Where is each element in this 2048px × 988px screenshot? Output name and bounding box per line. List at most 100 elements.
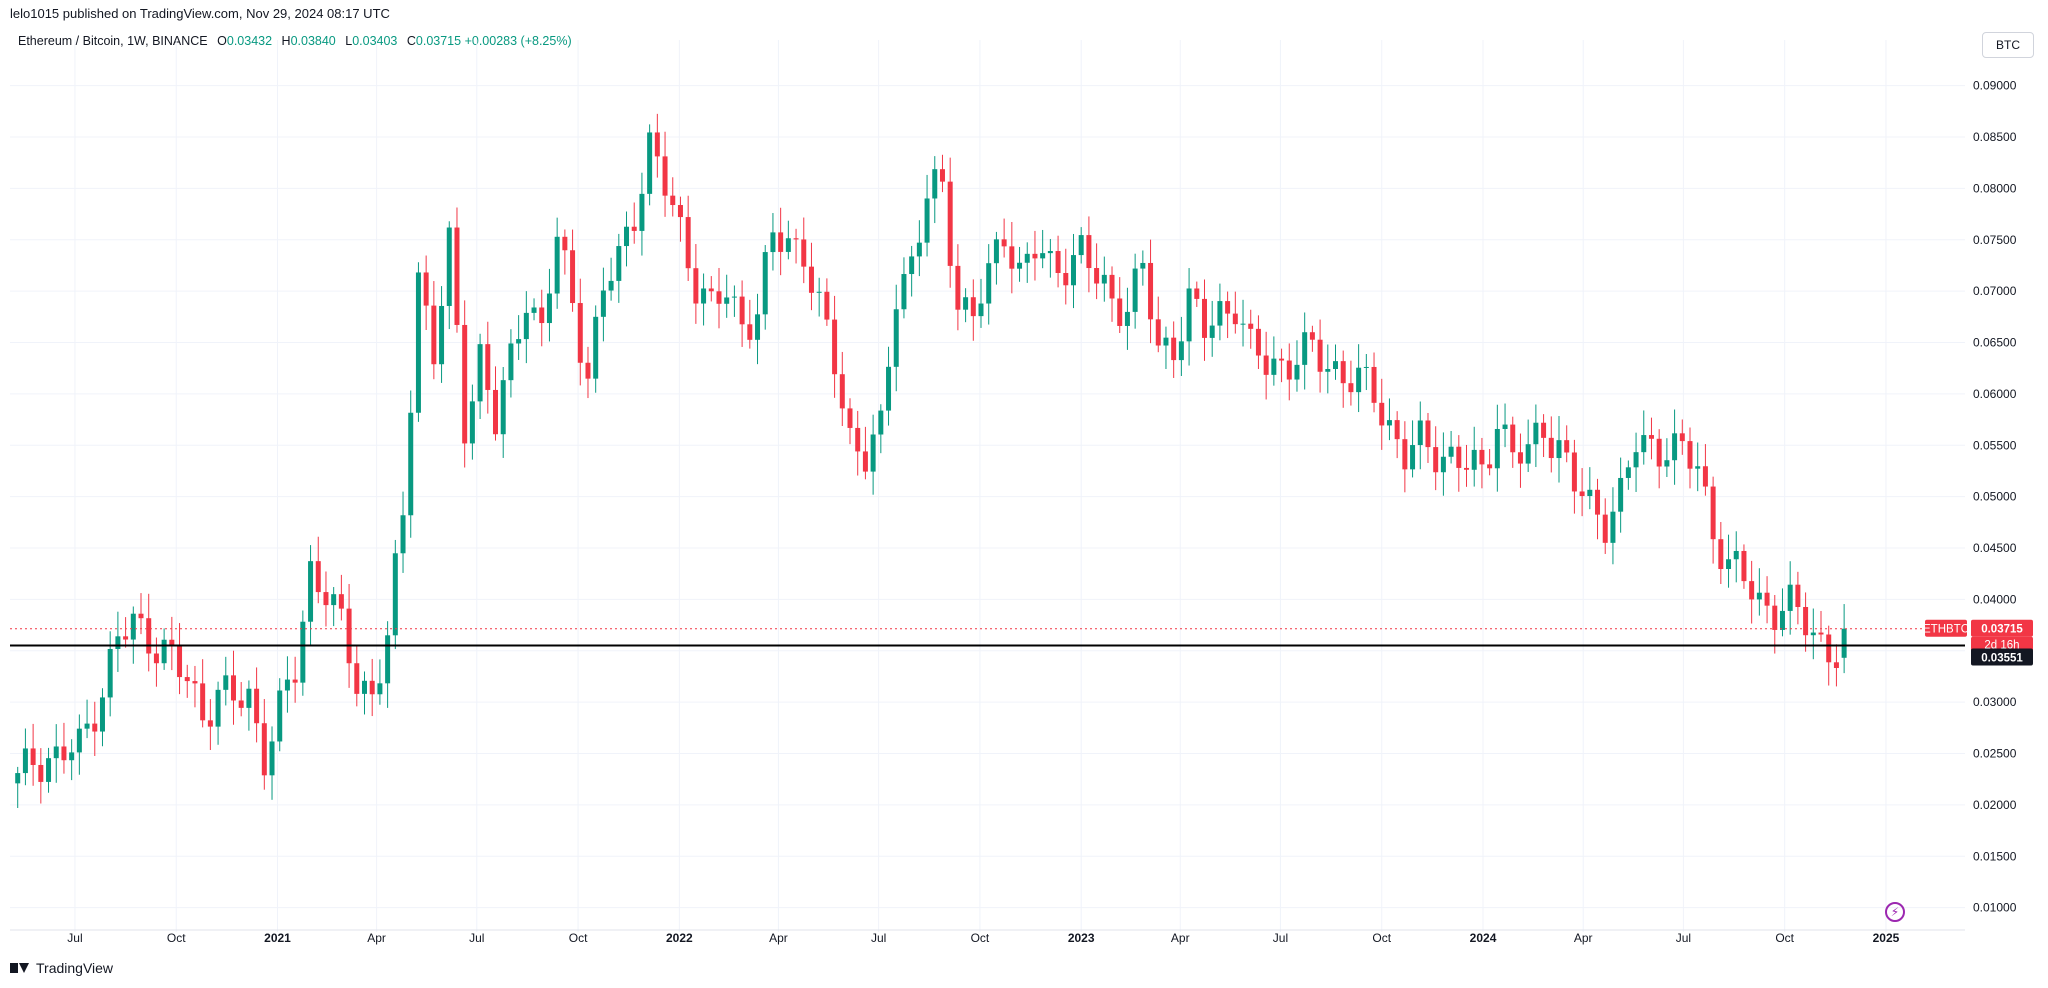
candle-body [1394, 420, 1400, 440]
candle-body [1625, 467, 1631, 478]
candle [724, 274, 730, 318]
candle-body [1140, 262, 1146, 269]
candle [1803, 592, 1809, 652]
candle-body [22, 748, 28, 774]
candle [1163, 326, 1169, 370]
x-tick-label: 2022 [666, 931, 693, 945]
candle-body [1402, 439, 1408, 470]
candle-body [1510, 424, 1516, 453]
candle [1317, 319, 1323, 393]
x-tick-label: 2021 [264, 931, 291, 945]
symbol-price-tag-bg [1925, 619, 1967, 637]
candle-body [1587, 489, 1593, 497]
candle-body [932, 169, 938, 199]
candle [22, 728, 28, 786]
candle [369, 658, 375, 717]
x-tick-label: Oct [1372, 931, 1391, 945]
level-price-tag-text: 0.03551 [1981, 653, 2023, 665]
candle [1533, 404, 1539, 468]
candle-body [886, 366, 892, 411]
footer-brand[interactable]: TradingView [10, 960, 113, 976]
candle [1471, 426, 1477, 487]
candle [1633, 432, 1639, 492]
candle [1702, 444, 1708, 496]
candle [963, 288, 969, 323]
y-tick-label: 0.04500 [1973, 541, 2017, 555]
candle-body [677, 205, 683, 218]
candle [901, 257, 907, 319]
symbol-title[interactable]: Ethereum / Bitcoin, 1W, BINANCE [18, 34, 208, 48]
candle [53, 724, 59, 783]
candle-body [1525, 444, 1531, 464]
candle-body [824, 291, 830, 320]
candle [1171, 321, 1177, 378]
candle [415, 262, 421, 422]
x-tick-label: Jul [871, 931, 886, 945]
candle-body [639, 193, 645, 231]
candle-body [1803, 606, 1809, 636]
x-tick-label: Oct [971, 931, 990, 945]
candle [1255, 315, 1261, 369]
y-tick-label: 0.01000 [1973, 901, 2017, 915]
candle [1433, 426, 1439, 491]
candle [1672, 409, 1678, 485]
candle [616, 233, 622, 303]
currency-button[interactable]: BTC [1982, 32, 2034, 58]
candle [346, 584, 352, 688]
candle [701, 273, 707, 326]
x-tick-label: Apr [1171, 931, 1190, 945]
candle-body [1464, 467, 1470, 470]
y-tick-label: 0.05000 [1973, 490, 2017, 504]
candle-body [1248, 323, 1254, 329]
candle [839, 351, 845, 427]
candle [76, 714, 82, 775]
y-tick-label: 0.07000 [1973, 284, 2017, 298]
candle-body [99, 697, 105, 732]
lightning-bolt-icon[interactable]: ⚡ [1885, 902, 1905, 922]
y-tick-label: 0.03000 [1973, 695, 2017, 709]
candle-body [793, 238, 799, 240]
candle-body [1225, 301, 1231, 314]
candle-body [1186, 288, 1192, 342]
candle [1602, 498, 1608, 554]
x-tick-label: Apr [367, 931, 386, 945]
candle [554, 217, 560, 309]
candle [1356, 344, 1362, 413]
candle [1779, 588, 1785, 637]
candle [1610, 487, 1616, 565]
candle-body [839, 374, 845, 409]
candle-body [1078, 235, 1084, 256]
candle [808, 242, 814, 311]
candle [1032, 230, 1038, 281]
candle-body [986, 263, 992, 304]
candle [146, 593, 152, 672]
y-tick-label: 0.02000 [1973, 798, 2017, 812]
candle [1425, 412, 1431, 463]
candle-body [1810, 632, 1816, 636]
candle-body [1556, 440, 1562, 459]
symbol-legend: Ethereum / Bitcoin, 1W, BINANCE O0.03432… [18, 34, 572, 48]
candle [1687, 427, 1693, 489]
candle-body [107, 649, 113, 698]
candle [955, 244, 961, 331]
candle-body [593, 316, 599, 379]
candle [624, 211, 630, 267]
candle-body [284, 679, 290, 691]
candle [1217, 283, 1223, 341]
x-tick-label: Oct [569, 931, 588, 945]
candle [1695, 442, 1701, 492]
candle-body [1032, 253, 1038, 259]
candle-body [485, 344, 491, 390]
candle-body [1595, 489, 1601, 515]
candle-body [207, 720, 213, 727]
candle [84, 699, 90, 739]
candle-body [1618, 477, 1624, 512]
candle [192, 665, 198, 708]
candle-body [1471, 449, 1477, 470]
candle [585, 346, 591, 399]
candle-body [1710, 486, 1716, 540]
candle-body [1070, 255, 1076, 286]
candle-body [1294, 364, 1300, 380]
candle-body [1340, 361, 1346, 384]
